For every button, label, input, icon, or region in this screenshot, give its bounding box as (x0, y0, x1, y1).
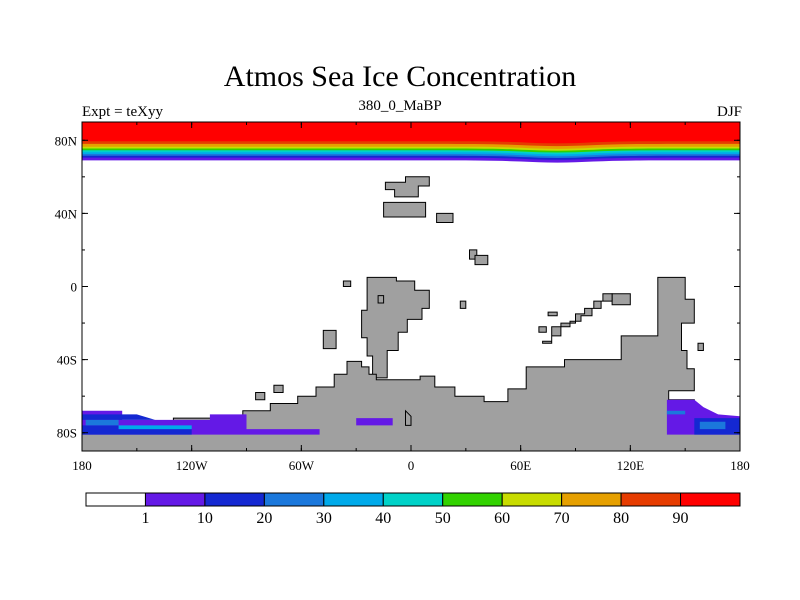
sea-ice-south (356, 418, 393, 426)
experiment-label: Expt = teXyy (82, 104, 163, 120)
land-mass (81, 276, 741, 452)
colorbar-label: 60 (494, 510, 510, 527)
land-mass (273, 384, 284, 393)
colorbar-label: 40 (375, 510, 391, 527)
land-mass (322, 329, 337, 350)
colorbar-label: 20 (256, 510, 272, 527)
x-tick-label: 60W (289, 458, 315, 473)
x-tick-label: 180 (730, 458, 750, 473)
colorbar-box (501, 492, 563, 507)
colorbar-box (85, 492, 146, 507)
colorbar-box (144, 492, 206, 507)
sea-ice-north-band (82, 122, 740, 140)
colorbar-label: 70 (554, 510, 570, 527)
land-mass (405, 409, 412, 426)
land-mass (436, 212, 454, 223)
map-axes: 180 120W 60W 0 60E 120E 180 80N 40N 0 40S 80S (55, 121, 750, 473)
x-tick-label: 180 (72, 458, 92, 473)
land-mass (474, 254, 489, 266)
season-label: DJF (716, 104, 742, 120)
x-tick-label: 0 (408, 458, 415, 473)
colorbar-box (263, 492, 325, 507)
y-tick-label: 40N (55, 206, 78, 221)
colorbar: 1 10 20 30 40 50 60 70 80 90 (85, 492, 741, 527)
land-mass (611, 293, 631, 306)
colorbar-label: 10 (197, 510, 213, 527)
colorbar-label: 90 (673, 510, 689, 527)
colorbar-box (680, 492, 741, 507)
land-mass (459, 300, 467, 309)
x-tick-label: 120W (176, 458, 209, 473)
colorbar-label: 50 (435, 510, 451, 527)
colorbar-label: 1 (141, 510, 149, 527)
y-tick-label: 80N (55, 133, 78, 148)
sea-ice-south (85, 419, 119, 426)
colorbar-label: 80 (613, 510, 629, 527)
land-mass (697, 342, 704, 351)
sea-ice-south (82, 414, 156, 420)
colorbar-box (561, 492, 622, 507)
colorbar-box (382, 492, 444, 507)
time-label: 380_0_MaBP (358, 98, 442, 114)
colorbar-box (620, 492, 682, 507)
colorbar-box (323, 492, 384, 507)
land-mass (542, 293, 613, 344)
map-plot-area (81, 122, 741, 452)
y-tick-label: 40S (57, 353, 77, 368)
land-mass (255, 392, 266, 401)
land-mass (377, 295, 385, 304)
sea-ice-south (118, 425, 192, 430)
colorbar-box (204, 492, 265, 507)
sea-ice-south (666, 410, 686, 415)
sea-ice-south (82, 425, 192, 435)
plot-title: Atmos Sea Ice Concentration (223, 60, 577, 93)
x-tick-label: 120E (617, 458, 645, 473)
y-tick-label: 80S (57, 426, 77, 441)
land-mass (547, 311, 558, 317)
land-mass (383, 201, 427, 218)
land-mass (342, 280, 352, 287)
land-mass (538, 326, 547, 333)
colorbar-box (442, 492, 503, 507)
sea-ice-south (699, 421, 726, 430)
colorbar-label: 30 (316, 510, 332, 527)
y-tick-label: 0 (71, 280, 78, 295)
land-mass (384, 176, 430, 198)
x-tick-label: 60E (510, 458, 531, 473)
